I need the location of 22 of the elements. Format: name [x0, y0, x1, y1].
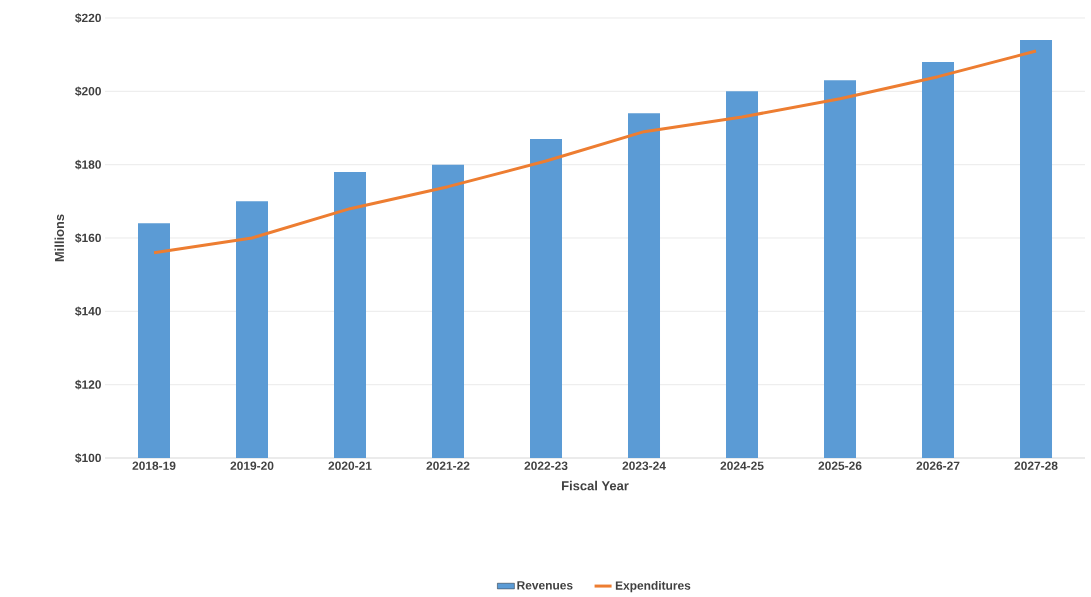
y-tick-label: $200: [75, 86, 101, 97]
x-axis-title: Fiscal Year: [562, 480, 629, 491]
y-tick-label: $120: [75, 379, 101, 390]
x-tick-label: 2019-20: [230, 461, 274, 470]
line-series: [152, 49, 1038, 255]
x-tick-label: 2026-27: [916, 461, 960, 470]
y-tick-label: $220: [75, 13, 101, 23]
x-tick-label: 2024-25: [720, 461, 764, 470]
legend-label: Revenues: [517, 581, 573, 590]
x-tick-label: 2022-23: [524, 461, 568, 471]
y-tick-label: $140: [75, 306, 101, 317]
y-tick-label: $160: [75, 233, 101, 243]
legend-label: Expenditures: [615, 580, 691, 593]
y-tick-label: $100: [75, 453, 101, 463]
x-tick-label: 2021-22: [426, 461, 470, 470]
x-tick-label: 2020-21: [328, 461, 372, 470]
y-tick-label: $180: [75, 159, 101, 170]
x-tick-label: 2023-24: [622, 461, 666, 471]
x-tick-label: 2018-19: [132, 461, 176, 470]
y-axis-title: Millions: [54, 214, 65, 262]
x-tick-label: 2025-26: [818, 461, 862, 470]
x-tick-label: 2027-28: [1014, 461, 1058, 470]
